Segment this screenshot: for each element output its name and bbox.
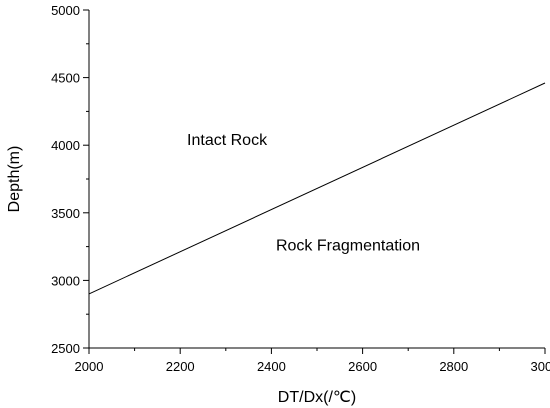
annotation-layer: Intact Rock Rock Fragmentation xyxy=(187,132,420,254)
region-annotation: Rock Fragmentation xyxy=(276,238,420,255)
y-tick-label: 3500 xyxy=(51,206,80,221)
region-annotation: Intact Rock xyxy=(187,132,268,149)
plot-area: 2000 2200 2400 2600 2800 3000 2500 3000 3500 400… xyxy=(51,3,550,374)
y-tick-label: 4000 xyxy=(51,138,80,153)
y-tick-label: 5000 xyxy=(51,3,80,18)
series-layer xyxy=(88,82,546,295)
series-line xyxy=(88,82,546,295)
x-axis-title: DT/Dx(/℃) xyxy=(278,389,356,406)
y-ticks: 2500 3000 3500 4000 4500 5000 xyxy=(51,3,89,356)
x-tick-label: 3000 xyxy=(531,359,550,374)
x-ticks: 2000 2200 2400 2600 2800 3000 xyxy=(75,348,550,374)
x-tick-label: 2400 xyxy=(257,359,286,374)
y-axis-title: Depth(m) xyxy=(6,146,23,213)
x-tick-label: 2000 xyxy=(75,359,104,374)
y-tick-label: 3000 xyxy=(51,273,80,288)
y-tick-label: 2500 xyxy=(51,341,80,356)
y-tick-label: 4500 xyxy=(51,71,80,86)
x-tick-label: 2200 xyxy=(166,359,195,374)
x-tick-label: 2600 xyxy=(348,359,377,374)
x-tick-label: 2800 xyxy=(439,359,468,374)
